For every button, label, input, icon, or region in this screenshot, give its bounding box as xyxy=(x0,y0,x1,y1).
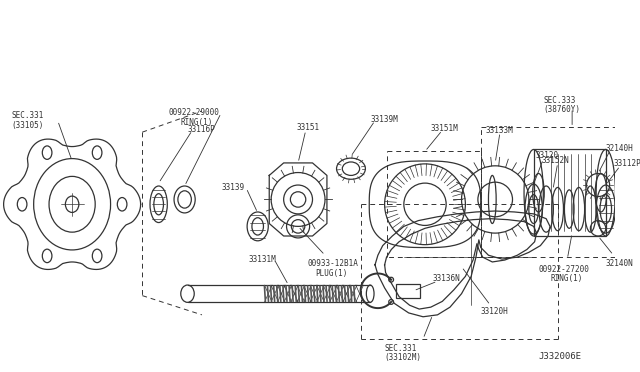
Text: 00933-12B1A: 00933-12B1A xyxy=(308,259,358,268)
Bar xyxy=(396,284,420,298)
Text: 00922-29000: 00922-29000 xyxy=(168,108,219,117)
Text: 33131M: 33131M xyxy=(248,255,276,264)
Text: 33139M: 33139M xyxy=(370,115,398,124)
Text: 33151: 33151 xyxy=(296,122,319,132)
Text: (38760Y): (38760Y) xyxy=(543,105,580,114)
Text: (33102M): (33102M) xyxy=(385,353,422,362)
Text: SEC.331: SEC.331 xyxy=(385,344,417,353)
Text: 33152N: 33152N xyxy=(541,156,569,165)
Text: 33133M: 33133M xyxy=(486,126,513,135)
Text: 33136N: 33136N xyxy=(433,275,460,283)
Text: 00922-27200: 00922-27200 xyxy=(538,265,589,274)
Text: SEC.331: SEC.331 xyxy=(12,111,44,120)
Text: PLUG(1): PLUG(1) xyxy=(316,269,348,278)
Text: RING(1): RING(1) xyxy=(550,275,582,283)
Text: 33120H: 33120H xyxy=(481,307,509,316)
Text: RING(1): RING(1) xyxy=(180,118,213,127)
Bar xyxy=(534,150,606,236)
Text: 33112P: 33112P xyxy=(614,159,640,168)
Text: (33105): (33105) xyxy=(12,121,44,129)
Text: SEC.333: SEC.333 xyxy=(543,96,575,105)
Text: J332006E: J332006E xyxy=(538,352,582,361)
Text: 33120: 33120 xyxy=(536,151,559,160)
Text: 33139: 33139 xyxy=(221,183,244,192)
Text: 33151M: 33151M xyxy=(431,125,458,134)
Text: 33116P: 33116P xyxy=(188,125,215,134)
Text: 32140N: 32140N xyxy=(606,259,634,268)
Text: 32140H: 32140H xyxy=(606,144,634,153)
